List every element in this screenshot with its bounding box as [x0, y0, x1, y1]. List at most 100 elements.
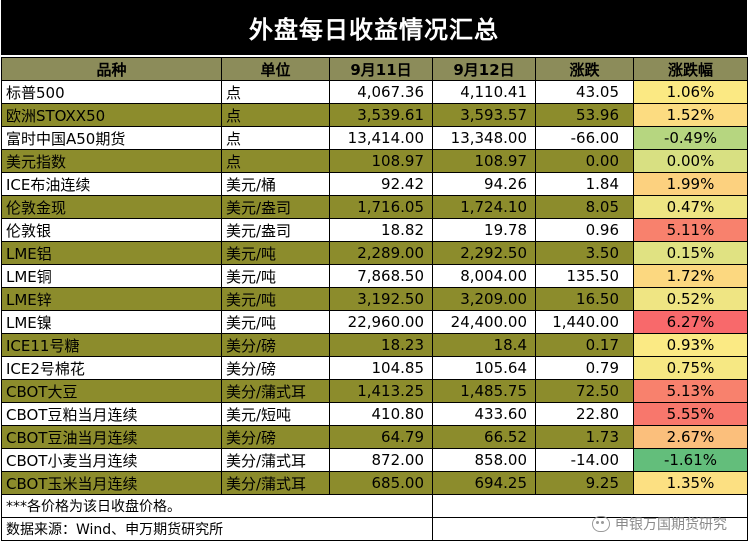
- table-row: 欧洲STOXX50 点 3,539.61 3,593.57 53.96 1.52%: [1, 103, 748, 127]
- change-cell: 135.50: [535, 264, 634, 288]
- change-cell: 8.05: [535, 195, 634, 219]
- change-pct-cell: 1.99%: [633, 172, 748, 196]
- sep11-price-cell: 108.97: [329, 149, 433, 173]
- sep12-price-cell: 18.4: [432, 333, 536, 357]
- unit-cell: 美分/蒲式耳: [221, 471, 330, 495]
- unit-cell: 点: [221, 126, 330, 150]
- change-cell: 0.96: [535, 218, 634, 242]
- unit-cell: 美元/吨: [221, 264, 330, 288]
- product-cell: 美元指数: [1, 149, 222, 173]
- wechat-icon: [592, 516, 610, 532]
- unit-cell: 点: [221, 80, 330, 104]
- sep12-price-cell: 4,110.41: [432, 80, 536, 104]
- change-cell: 0.79: [535, 356, 634, 380]
- unit-cell: 美元/吨: [221, 310, 330, 334]
- sep12-price-cell: 24,400.00: [432, 310, 536, 334]
- footnote-closing-price: ***各价格为该日收盘价格。: [1, 494, 433, 518]
- sep11-price-cell: 22,960.00: [329, 310, 433, 334]
- change-pct-cell: -0.49%: [633, 126, 748, 150]
- header-change: 涨跌: [535, 57, 634, 81]
- sep12-price-cell: 66.52: [432, 425, 536, 449]
- change-pct-cell: 1.06%: [633, 80, 748, 104]
- unit-cell: 美分/磅: [221, 333, 330, 357]
- footnote-source: 数据来源：Wind、申万期货研究所: [1, 517, 433, 541]
- sep12-price-cell: 13,348.00: [432, 126, 536, 150]
- product-cell: ICE11号糖: [1, 333, 222, 357]
- change-pct-cell: 0.93%: [633, 333, 748, 357]
- sep11-price-cell: 18.23: [329, 333, 433, 357]
- product-cell: 标普500: [1, 80, 222, 104]
- table-row: CBOT大豆 美分/蒲式耳 1,413.25 1,485.75 72.50 5.13%: [1, 379, 748, 403]
- table-row: LME镍 美元/吨 22,960.00 24,400.00 1,440.00 6.27%: [1, 310, 748, 334]
- unit-cell: 美元/盎司: [221, 218, 330, 242]
- product-cell: CBOT大豆: [1, 379, 222, 403]
- sep12-price-cell: 19.78: [432, 218, 536, 242]
- table-row: 标普500 点 4,067.36 4,110.41 43.05 1.06%: [1, 80, 748, 104]
- product-cell: LME铝: [1, 241, 222, 265]
- header-row: 品种 单位 9月11日 9月12日 涨跌 涨跌幅: [1, 57, 748, 81]
- watermark-text: 申银万国期货研究: [615, 517, 727, 533]
- change-cell: -14.00: [535, 448, 634, 472]
- table-row: 伦敦银 美元/盎司 18.82 19.78 0.96 5.11%: [1, 218, 748, 242]
- sep11-price-cell: 13,414.00: [329, 126, 433, 150]
- sep12-price-cell: 105.64: [432, 356, 536, 380]
- sep12-price-cell: 2,292.50: [432, 241, 536, 265]
- sep11-price-cell: 685.00: [329, 471, 433, 495]
- product-cell: 欧洲STOXX50: [1, 103, 222, 127]
- change-cell: 0.00: [535, 149, 634, 173]
- sep12-price-cell: 94.26: [432, 172, 536, 196]
- product-cell: LME镍: [1, 310, 222, 334]
- unit-cell: 美分/磅: [221, 356, 330, 380]
- sep11-price-cell: 2,289.00: [329, 241, 433, 265]
- source-row: 数据来源：Wind、申万期货研究所: [1, 517, 748, 541]
- unit-cell: 美元/盎司: [221, 195, 330, 219]
- header-unit: 单位: [221, 57, 330, 81]
- sep12-price-cell: 694.25: [432, 471, 536, 495]
- table-row: LME铜 美元/吨 7,868.50 8,004.00 135.50 1.72%: [1, 264, 748, 288]
- change-cell: 53.96: [535, 103, 634, 127]
- unit-cell: 美分/蒲式耳: [221, 379, 330, 403]
- change-pct-cell: 1.52%: [633, 103, 748, 127]
- sep11-price-cell: 872.00: [329, 448, 433, 472]
- change-cell: 43.05: [535, 80, 634, 104]
- table-row: 富时中国A50期货点 13,414.00 13,348.00 -66.00 -0.49%: [1, 126, 748, 150]
- sep11-price-cell: 7,868.50: [329, 264, 433, 288]
- product-cell: 富时中国A50期货: [1, 126, 222, 150]
- table-row: ICE2号棉花 美分/磅 104.85 105.64 0.79 0.75%: [1, 356, 748, 380]
- watermark: 申银万国期货研究: [592, 514, 727, 534]
- header-date1: 9月11日: [329, 57, 433, 81]
- unit-cell: 美元/短吨: [221, 402, 330, 426]
- table-row: 美元指数点 108.97 108.97 0.00 0.00%: [1, 149, 748, 173]
- change-pct-cell: 0.15%: [633, 241, 748, 265]
- change-pct-cell: 5.11%: [633, 218, 748, 242]
- change-pct-cell: 1.35%: [633, 471, 748, 495]
- unit-cell: 点: [221, 103, 330, 127]
- change-cell: 1.73: [535, 425, 634, 449]
- change-cell: -66.00: [535, 126, 634, 150]
- change-cell: 22.80: [535, 402, 634, 426]
- product-cell: CBOT豆粕当月连续: [1, 402, 222, 426]
- change-pct-cell: 0.75%: [633, 356, 748, 380]
- product-cell: ICE布油连续: [1, 172, 222, 196]
- unit-cell: 美分/蒲式耳: [221, 448, 330, 472]
- change-pct-cell: -1.61%: [633, 448, 748, 472]
- table-row: ICE布油连续 美元/桶 92.42 94.26 1.84 1.99%: [1, 172, 748, 196]
- unit-cell: 美分/磅: [221, 425, 330, 449]
- product-cell: CBOT玉米当月连续: [1, 471, 222, 495]
- table-row: CBOT玉米当月连续 美分/蒲式耳 685.00 694.25 9.25 1.35%: [1, 471, 748, 495]
- sep11-price-cell: 64.79: [329, 425, 433, 449]
- change-cell: 9.25: [535, 471, 634, 495]
- change-pct-cell: 1.72%: [633, 264, 748, 288]
- sep12-price-cell: 3,593.57: [432, 103, 536, 127]
- table-row: ICE11号糖 美分/磅 18.23 18.4 0.17 0.93%: [1, 333, 748, 357]
- change-cell: 72.50: [535, 379, 634, 403]
- change-pct-cell: 0.52%: [633, 287, 748, 311]
- sep12-price-cell: 3,209.00: [432, 287, 536, 311]
- change-cell: 1,440.00: [535, 310, 634, 334]
- header-change-pct: 涨跌幅: [633, 57, 748, 81]
- table-row: CBOT小麦当月连续 美分/蒲式耳 872.00 858.00 -14.00 -1.61%: [1, 448, 748, 472]
- change-pct-cell: 6.27%: [633, 310, 748, 334]
- product-cell: CBOT小麦当月连续: [1, 448, 222, 472]
- table-row: 伦敦金现 美元/盎司 1,716.05 1,724.10 8.05 0.47%: [1, 195, 748, 219]
